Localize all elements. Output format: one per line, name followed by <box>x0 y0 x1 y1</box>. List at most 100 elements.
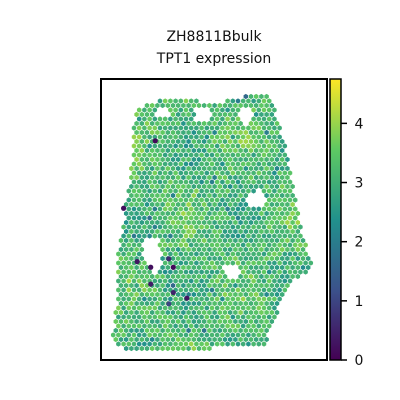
spot <box>183 278 189 284</box>
spot <box>204 143 210 149</box>
spot <box>194 287 199 293</box>
spot <box>246 179 251 185</box>
spot <box>253 147 259 154</box>
spot <box>183 269 189 275</box>
spot <box>162 233 168 239</box>
spot <box>155 336 160 343</box>
spot <box>256 296 262 302</box>
spot <box>220 332 225 338</box>
spot <box>162 305 168 311</box>
spot <box>209 296 215 302</box>
spot <box>217 210 223 217</box>
spot <box>298 251 303 257</box>
spot <box>225 260 230 266</box>
spot <box>209 323 215 329</box>
spot <box>253 291 259 298</box>
spot <box>220 296 225 302</box>
spot <box>227 210 233 217</box>
spot <box>144 264 150 271</box>
low-expression-spot <box>152 138 158 144</box>
spot <box>152 143 158 149</box>
spot <box>220 206 225 212</box>
spot <box>290 183 295 190</box>
spot <box>272 125 277 131</box>
spot <box>194 197 199 203</box>
spot <box>214 242 220 248</box>
spot <box>253 183 259 190</box>
spot <box>214 323 220 329</box>
spot <box>253 255 259 262</box>
spot <box>212 318 217 325</box>
spot <box>279 147 285 154</box>
spot <box>287 278 293 284</box>
spot <box>139 120 145 127</box>
spot <box>220 188 225 194</box>
spot <box>253 318 259 325</box>
spot <box>295 219 301 226</box>
spot <box>178 179 184 185</box>
spot <box>126 278 132 284</box>
spot <box>264 228 269 235</box>
spot <box>238 138 243 145</box>
spot <box>212 129 217 136</box>
spot <box>282 152 288 158</box>
spot <box>142 215 147 221</box>
spot <box>261 332 267 338</box>
spot <box>235 314 241 320</box>
spot <box>181 201 186 208</box>
spot <box>175 201 181 208</box>
spot <box>144 183 150 190</box>
spot <box>149 210 155 217</box>
spot <box>266 323 272 329</box>
spot <box>201 246 207 253</box>
spot <box>175 147 181 154</box>
spot <box>196 183 202 190</box>
spot <box>165 237 171 244</box>
spot <box>194 260 199 266</box>
spot <box>264 111 269 118</box>
spot <box>235 251 241 257</box>
spot <box>152 179 158 185</box>
spot <box>183 224 189 230</box>
spot <box>220 233 225 239</box>
spot <box>253 174 259 181</box>
spot <box>264 327 269 334</box>
spot <box>233 147 238 154</box>
spot <box>136 341 142 347</box>
spot <box>194 161 199 167</box>
spot <box>248 183 254 190</box>
spot <box>186 102 191 109</box>
spot <box>253 273 259 280</box>
spot <box>277 197 282 203</box>
spot <box>129 228 134 235</box>
spot <box>261 161 267 167</box>
low-expression-spot <box>166 301 172 307</box>
spot <box>248 174 254 181</box>
spot <box>259 255 264 262</box>
spot <box>139 273 145 280</box>
spot <box>188 161 194 167</box>
spot <box>222 282 228 289</box>
spot <box>188 260 194 266</box>
spot <box>227 129 233 136</box>
spot <box>217 273 223 280</box>
spot <box>251 251 256 257</box>
spot <box>253 138 259 145</box>
spot <box>240 224 246 230</box>
spot <box>259 156 264 163</box>
spot <box>207 228 212 235</box>
spot <box>274 246 280 253</box>
low-expression-spot <box>170 289 176 296</box>
spot <box>178 152 184 158</box>
spot <box>126 260 132 266</box>
spot <box>212 219 217 226</box>
spot <box>264 336 269 343</box>
spot <box>175 138 181 145</box>
spot <box>162 251 168 257</box>
spot <box>129 291 134 298</box>
spot <box>243 201 249 208</box>
spot <box>269 309 275 316</box>
spot <box>157 215 163 221</box>
spot <box>142 341 147 347</box>
spot <box>259 138 264 145</box>
